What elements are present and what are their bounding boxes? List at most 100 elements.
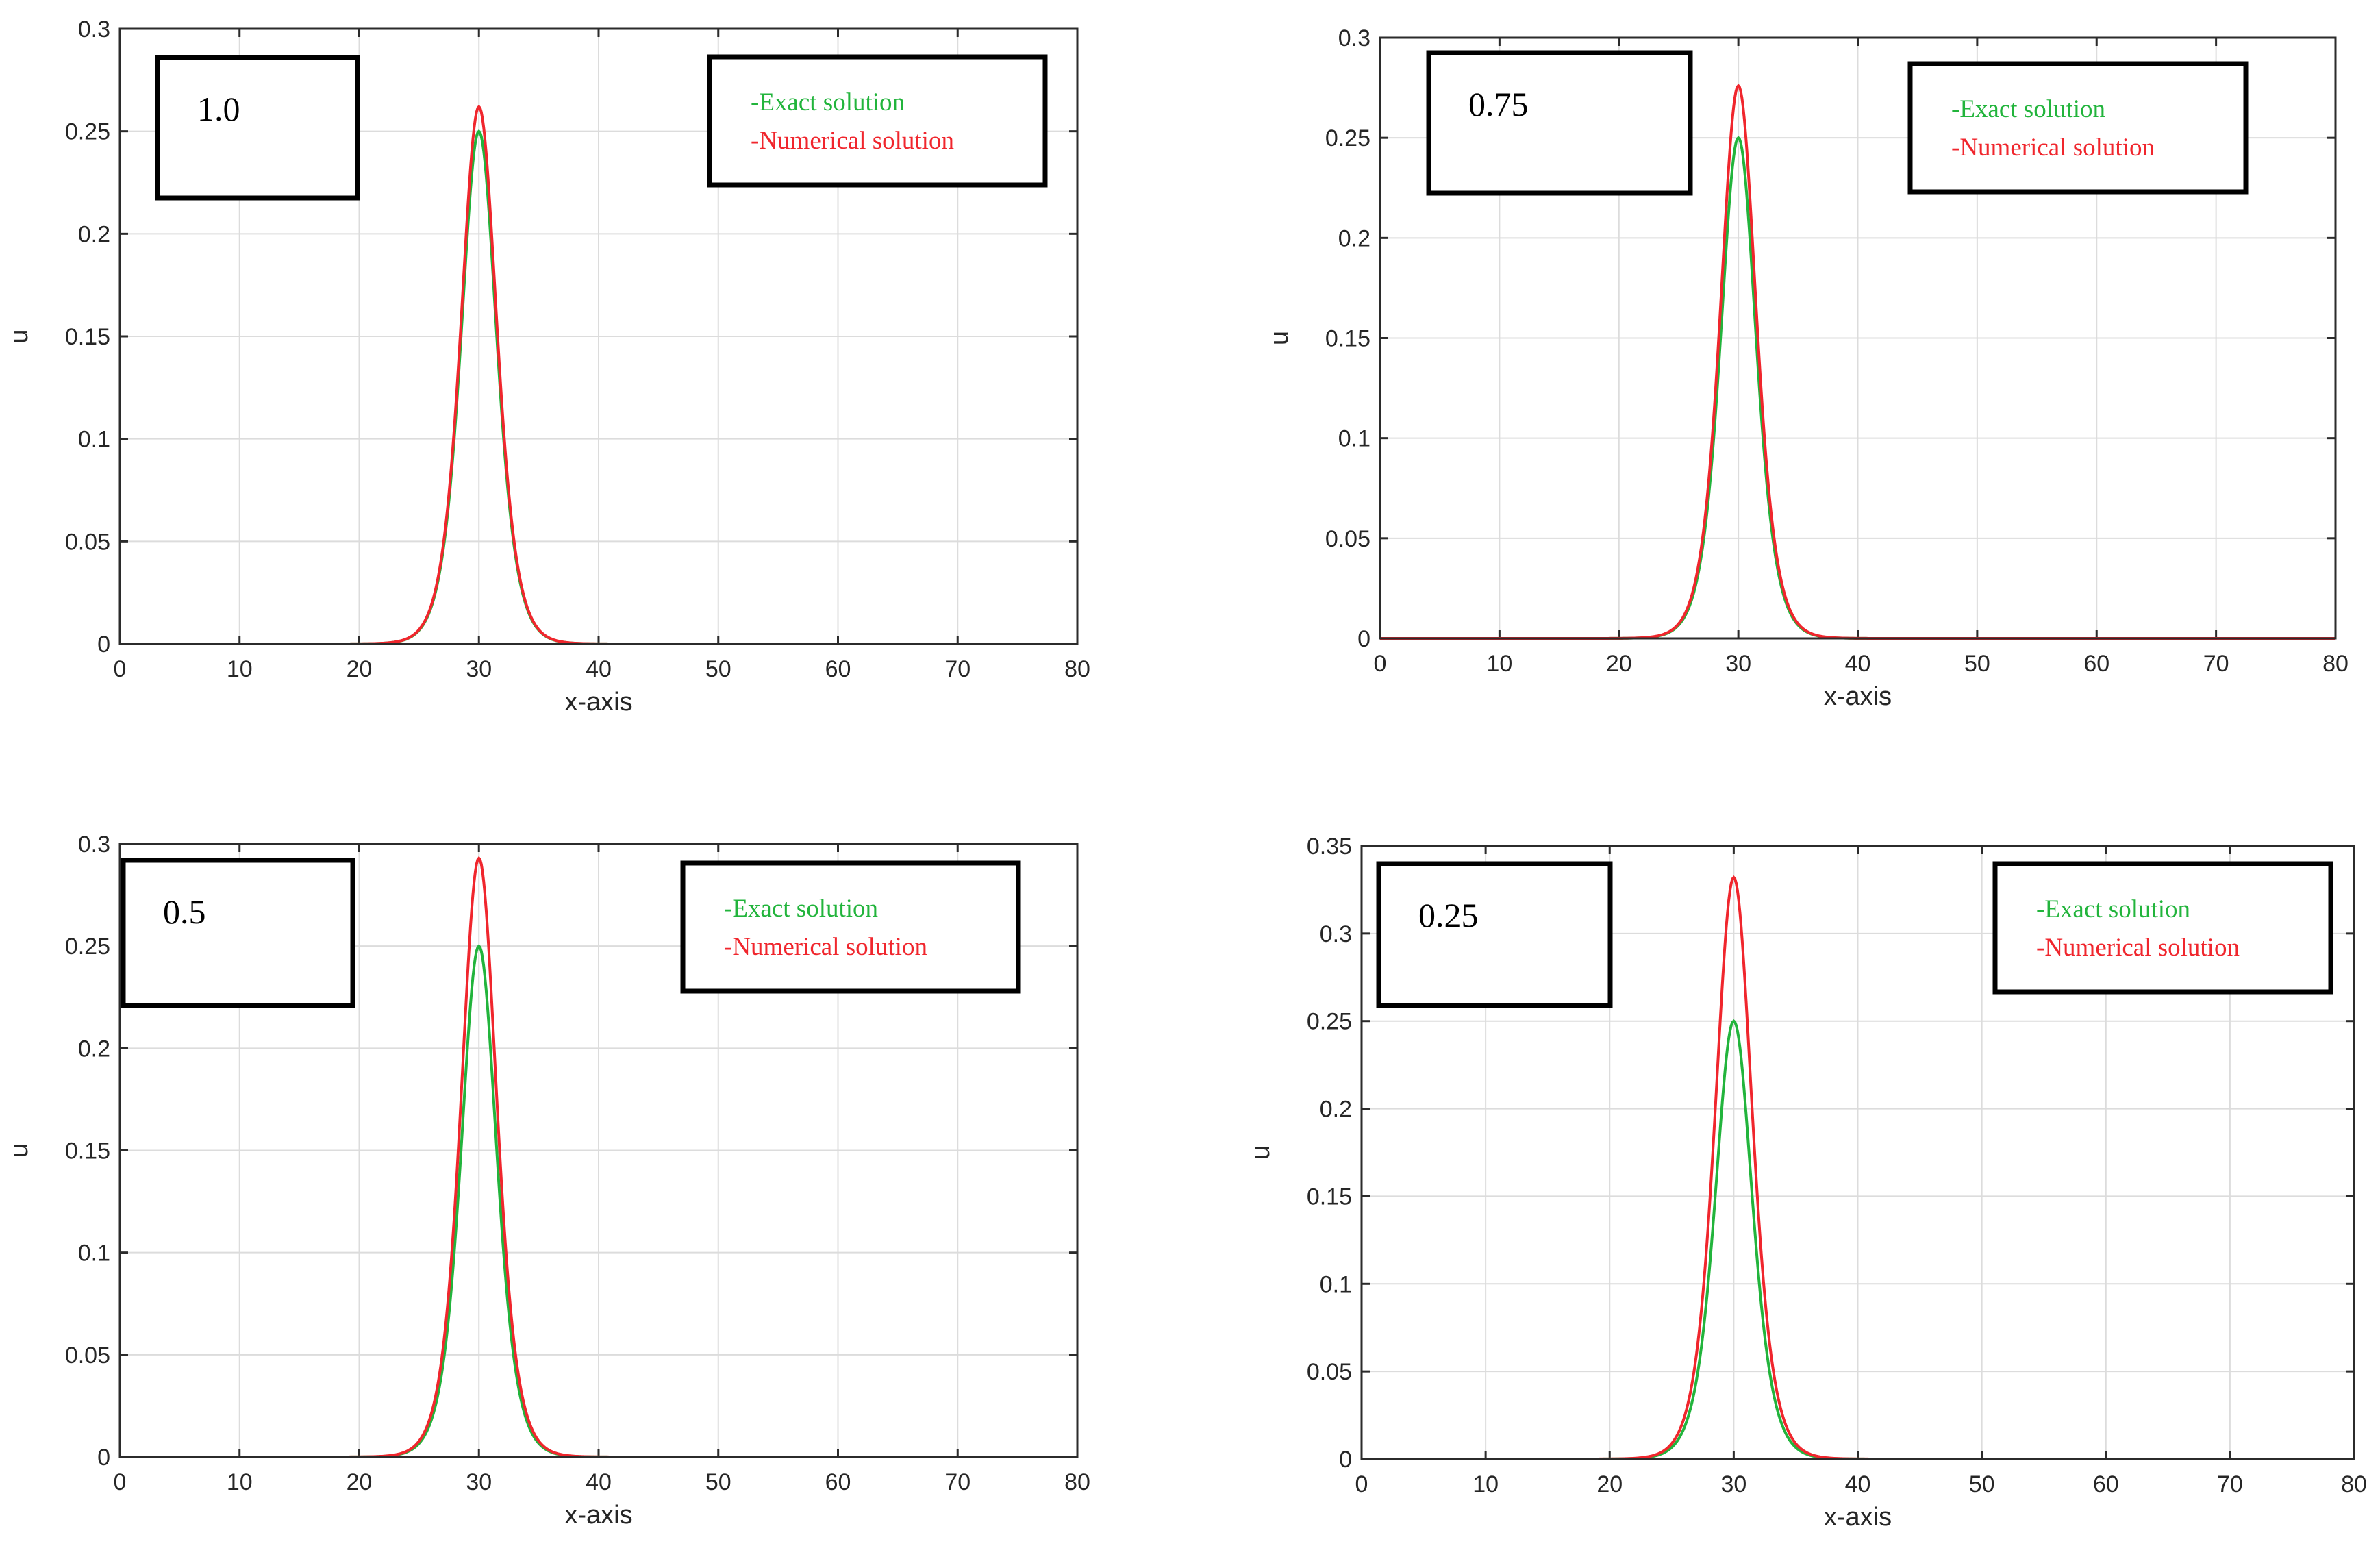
x-tick-label: 40: [1845, 1471, 1871, 1497]
legend-box: [707, 54, 1048, 188]
chart-panel-1: 0 10 20 30 40 50 60 70 80 0 0.05 0.1 0.15 0.2 0.25 0.3 x…: [5, 16, 1090, 716]
x-tick-label: 50: [1964, 651, 1990, 677]
x-tick-label: 30: [1725, 651, 1751, 677]
annotation-label: 0.25: [1418, 896, 1479, 934]
x-tick-label: 50: [705, 656, 731, 682]
legend-entry-exact: -Exact solution: [724, 895, 878, 923]
annotation-label: 1.0: [197, 90, 240, 128]
chart-panel-4: 0 10 20 30 40 50 60 70 80 0 0.05 0.1 0.15 0.2 0.25 0.3 0…: [1247, 834, 2367, 1532]
x-tick-label: 30: [466, 1469, 492, 1495]
legend-box: [1992, 861, 2333, 995]
x-axis-label: x-axis: [564, 688, 632, 716]
annotation-box: [1376, 861, 1613, 1008]
y-tick-label: 0.2: [1320, 1097, 1352, 1123]
y-tick-label: 0.15: [1307, 1184, 1352, 1210]
y-tick-label: 0.25: [65, 119, 110, 145]
x-tick-label: 0: [1374, 651, 1387, 677]
plot-frame: [1360, 845, 2355, 1460]
y-tick-label: 0: [97, 1445, 110, 1471]
x-tick-label: 80: [2341, 1471, 2367, 1497]
x-axis-label: x-axis: [1824, 1503, 1892, 1532]
legend-box: [680, 860, 1021, 994]
legend-entry-numerical: -Numerical solution: [2036, 934, 2240, 962]
y-tick-label: 0.3: [1338, 25, 1370, 51]
plot-frame: [118, 843, 1079, 1458]
x-tick-label: 50: [1969, 1471, 1995, 1497]
x-tick-label: 20: [1596, 1471, 1623, 1497]
y-tick-label: 0.15: [65, 1138, 110, 1164]
x-tick-label: 60: [2093, 1471, 2119, 1497]
y-tick-label: 0.35: [1307, 834, 1352, 860]
chart-panel-3: 0 10 20 30 40 50 60 70 80 0 0.05 0.1 0.15 0.2 0.25 0.3 x…: [5, 832, 1090, 1530]
y-tick-label: 0.05: [1307, 1359, 1352, 1385]
y-tick-label: 0.3: [1320, 921, 1352, 947]
x-tick-label: 70: [944, 656, 970, 682]
plot-frame: [118, 27, 1079, 645]
x-tick-label: 60: [2083, 651, 2109, 677]
x-tick-label: 20: [1606, 651, 1632, 677]
x-tick-label: 0: [114, 656, 127, 682]
y-tick-label: 0.25: [1307, 1009, 1352, 1035]
x-tick-label: 80: [2322, 651, 2348, 677]
chart-panel-2: 0 10 20 30 40 50 60 70 80 0 0.05 0.1 0.15 0.2 0.25 0.3 x…: [1265, 25, 2348, 711]
y-tick-label: 0.2: [1338, 225, 1370, 251]
annotation-box: [155, 55, 360, 201]
x-tick-label: 10: [227, 656, 253, 682]
y-tick-label: 0.2: [78, 1036, 110, 1062]
annotation-label: 0.5: [163, 893, 206, 931]
y-tick-label: 0.2: [78, 221, 110, 247]
x-tick-label: 10: [1473, 1471, 1499, 1497]
y-tick-label: 0.05: [1325, 526, 1370, 552]
legend-entry-numerical: -Numerical solution: [751, 127, 954, 155]
x-tick-label: 80: [1064, 656, 1090, 682]
annotation-box: [121, 858, 355, 1008]
x-tick-label: 10: [1486, 651, 1512, 677]
y-tick-label: 0.25: [1325, 125, 1370, 151]
legend-box: [1907, 61, 2249, 195]
y-tick-label: 0.1: [1320, 1271, 1352, 1297]
annotation-label: 0.75: [1468, 85, 1529, 123]
y-tick-label: 0.25: [65, 934, 110, 960]
x-tick-label: 80: [1064, 1469, 1090, 1495]
x-tick-label: 40: [1845, 651, 1871, 677]
legend-entry-numerical: -Numerical solution: [724, 933, 927, 961]
y-tick-label: 0.15: [65, 324, 110, 350]
x-tick-label: 70: [2217, 1471, 2243, 1497]
x-tick-label: 40: [586, 1469, 612, 1495]
y-tick-label: 0.3: [78, 832, 110, 858]
x-axis-label: x-axis: [1824, 682, 1892, 711]
x-axis-label: x-axis: [564, 1501, 632, 1530]
y-tick-label: 0: [1339, 1447, 1352, 1473]
x-tick-label: 20: [347, 1469, 373, 1495]
legend-entry-exact: -Exact solution: [2036, 895, 2190, 923]
x-tick-label: 30: [1720, 1471, 1746, 1497]
legend-entry-exact: -Exact solution: [1951, 95, 2105, 123]
plot-frame: [1379, 36, 2337, 640]
x-tick-label: 50: [705, 1469, 731, 1495]
y-tick-label: 0: [97, 632, 110, 658]
y-tick-label: 0.15: [1325, 326, 1370, 352]
y-axis-label: u: [5, 1143, 34, 1158]
x-tick-label: 0: [114, 1469, 127, 1495]
annotation-box: [1426, 50, 1693, 196]
x-tick-label: 10: [227, 1469, 253, 1495]
y-tick-label: 0.05: [65, 1343, 110, 1369]
legend-entry-exact: -Exact solution: [751, 88, 905, 116]
y-axis-label: u: [5, 329, 34, 343]
y-tick-label: 0.05: [65, 529, 110, 555]
y-axis-label: u: [1265, 331, 1294, 345]
x-tick-label: 40: [586, 656, 612, 682]
y-tick-label: 0.1: [1338, 426, 1370, 452]
y-tick-label: 0.1: [78, 1240, 110, 1267]
x-tick-label: 20: [347, 656, 373, 682]
x-tick-label: 70: [2203, 651, 2229, 677]
y-tick-label: 0.3: [78, 16, 110, 42]
x-tick-label: 60: [825, 1469, 851, 1495]
legend-entry-numerical: -Numerical solution: [1951, 134, 2155, 162]
x-tick-label: 60: [825, 656, 851, 682]
y-tick-label: 0: [1357, 626, 1370, 652]
x-tick-label: 70: [944, 1469, 970, 1495]
x-tick-label: 0: [1355, 1471, 1368, 1497]
y-tick-label: 0.1: [78, 427, 110, 453]
